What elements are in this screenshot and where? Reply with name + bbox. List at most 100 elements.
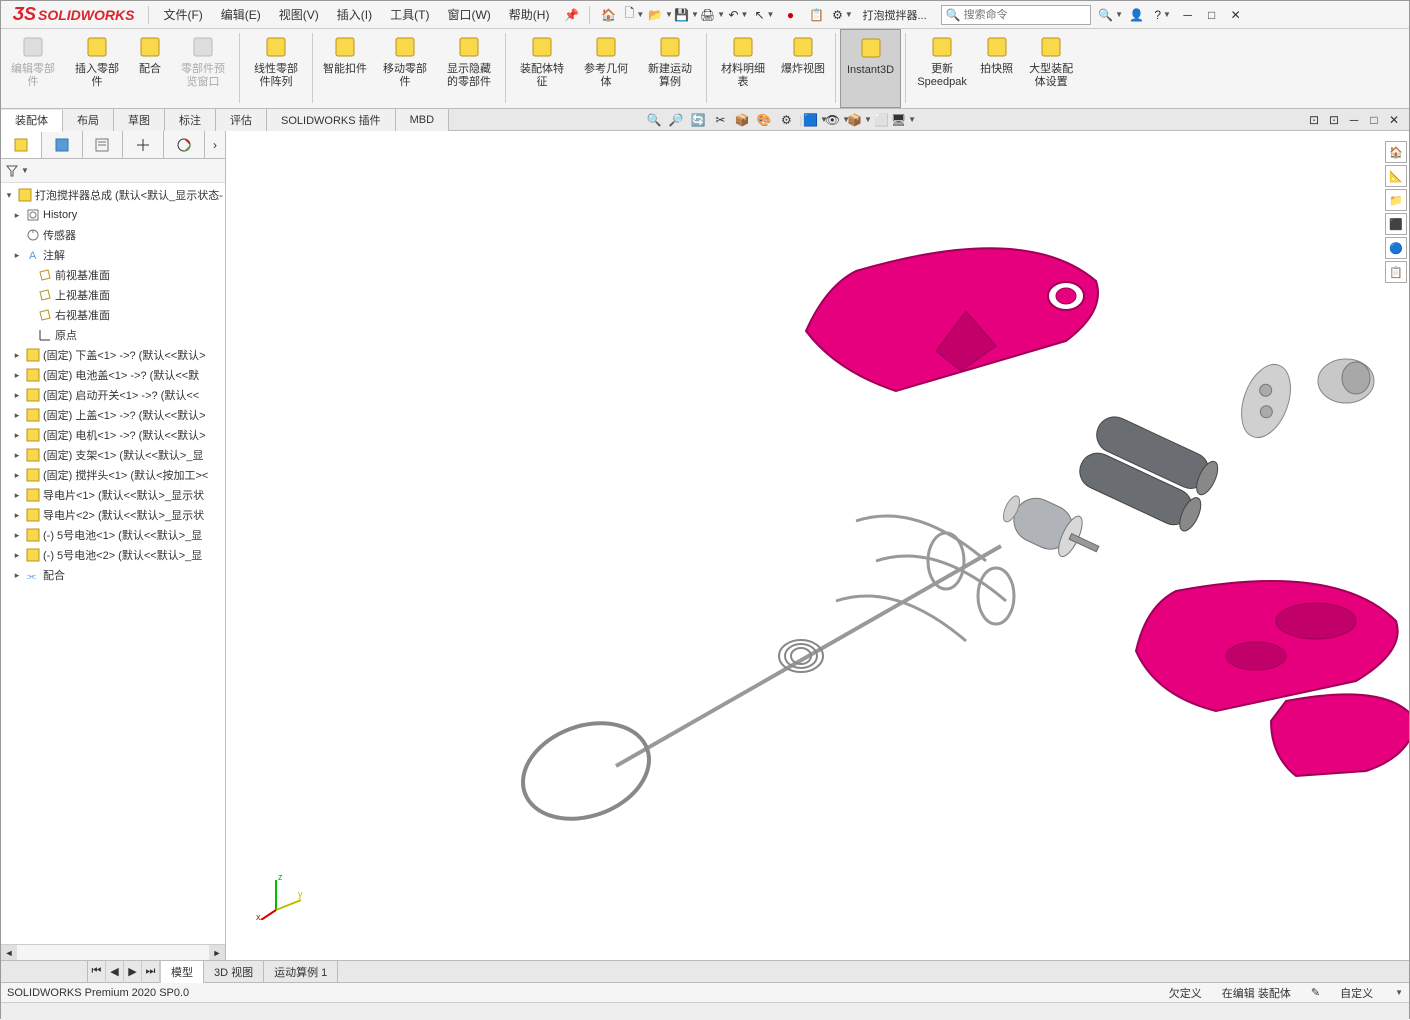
appearance-icon[interactable]: 📦▼ bbox=[850, 111, 868, 129]
tree-item-12[interactable]: ▸(固定) 支架<1> (默认<<默认>_显 bbox=[1, 445, 225, 465]
tree-item-18[interactable]: ▸⫘配合 bbox=[1, 565, 225, 585]
ribbon-14[interactable]: 更新Speedpak bbox=[910, 29, 974, 108]
ribbon-6[interactable]: 移动零部件 bbox=[373, 29, 437, 108]
panel-min-icon[interactable]: ─ bbox=[1345, 111, 1363, 129]
print-icon[interactable]: 🖨▼ bbox=[702, 5, 722, 25]
tree-item-4[interactable]: 上视基准面 bbox=[1, 285, 225, 305]
status-rebuild-icon[interactable]: ✎ bbox=[1311, 986, 1320, 999]
ribbon-10[interactable]: 新建运动算例 bbox=[638, 29, 702, 108]
maximize-button[interactable]: □ bbox=[1201, 6, 1223, 24]
section-icon[interactable]: ✂ bbox=[711, 111, 729, 129]
ribbon-1[interactable]: 插入零部件 bbox=[65, 29, 129, 108]
tree-item-1[interactable]: 传感器 bbox=[1, 225, 225, 245]
view-cube-icon[interactable]: 🟦▼ bbox=[806, 111, 824, 129]
model-viewport[interactable]: 🏠 📐 📁 ⬛ 🔵 📋 bbox=[226, 131, 1409, 960]
tree-item-14[interactable]: ▸导电片<1> (默认<<默认>_显示状 bbox=[1, 485, 225, 505]
undo-icon[interactable]: ↶▼ bbox=[728, 5, 748, 25]
save-icon[interactable]: 💾▼ bbox=[676, 5, 696, 25]
view-settings-icon[interactable]: ⚙ bbox=[777, 111, 795, 129]
panel-close-icon[interactable]: ✕ bbox=[1385, 111, 1403, 129]
ribbon-5[interactable]: 智能扣件 bbox=[317, 29, 373, 108]
ribbon-15[interactable]: 拍快照 bbox=[974, 29, 1019, 108]
command-search[interactable]: 🔍 bbox=[941, 5, 1091, 25]
ribbon-7[interactable]: 显示隐藏的零部件 bbox=[437, 29, 501, 108]
sidebar-scrollbar[interactable]: ◄ ► bbox=[1, 944, 225, 960]
tab-1[interactable]: 布局 bbox=[63, 109, 114, 131]
tree-root[interactable]: ▾打泡搅拌器总成 (默认<默认_显示状态- bbox=[1, 185, 225, 205]
pin-icon[interactable]: 📌 bbox=[561, 5, 581, 25]
ribbon-16[interactable]: 大型装配体设置 bbox=[1019, 29, 1083, 108]
taskpane-home-icon[interactable]: 🏠 bbox=[1385, 141, 1407, 163]
last-tab-icon[interactable]: ⏭ bbox=[142, 961, 160, 983]
menu-insert[interactable]: 插入(I) bbox=[329, 2, 380, 27]
hide-show-icon[interactable]: 👁▼ bbox=[828, 111, 846, 129]
view-orient-icon[interactable]: 🔄 bbox=[689, 111, 707, 129]
ribbon-11[interactable]: 材料明细表 bbox=[711, 29, 775, 108]
tree-item-9[interactable]: ▸(固定) 启动开关<1> ->? (默认<< bbox=[1, 385, 225, 405]
tab-2[interactable]: 草图 bbox=[114, 109, 165, 131]
config-tab[interactable] bbox=[83, 131, 124, 158]
ribbon-2[interactable]: 配合 bbox=[129, 29, 171, 108]
view-triad[interactable]: z y x bbox=[256, 870, 306, 920]
taskpane-file-icon[interactable]: 📁 bbox=[1385, 189, 1407, 211]
viewport-icon[interactable]: ⬜ bbox=[872, 111, 890, 129]
open-icon[interactable]: 📂▼ bbox=[650, 5, 670, 25]
tree-item-15[interactable]: ▸导电片<2> (默认<<默认>_显示状 bbox=[1, 505, 225, 525]
menu-view[interactable]: 视图(V) bbox=[271, 2, 327, 27]
tree-filter[interactable]: ▼ bbox=[1, 159, 225, 183]
close-button[interactable]: ✕ bbox=[1225, 6, 1247, 24]
ribbon-13[interactable]: Instant3D bbox=[840, 29, 901, 108]
chevron-down-icon[interactable]: ▼ bbox=[1395, 988, 1403, 997]
user-icon[interactable]: 👤 bbox=[1127, 5, 1147, 25]
tree-item-6[interactable]: 原点 bbox=[1, 325, 225, 345]
menu-tools[interactable]: 工具(T) bbox=[382, 2, 437, 27]
tree-item-3[interactable]: 前视基准面 bbox=[1, 265, 225, 285]
tree-item-17[interactable]: ▸(-) 5号电池<2> (默认<<默认>_显 bbox=[1, 545, 225, 565]
scene-icon[interactable]: 🎨 bbox=[755, 111, 773, 129]
first-tab-icon[interactable]: ⏮ bbox=[88, 961, 106, 983]
next-icon[interactable]: ⊡ bbox=[1325, 111, 1343, 129]
bottom-tab-2[interactable]: 运动算例 1 bbox=[264, 961, 338, 983]
menu-window[interactable]: 窗口(W) bbox=[439, 2, 498, 27]
dim-tab[interactable] bbox=[123, 131, 164, 158]
property-tab[interactable] bbox=[42, 131, 83, 158]
search-input[interactable] bbox=[964, 9, 1086, 21]
tree-item-16[interactable]: ▸(-) 5号电池<1> (默认<<默认>_显 bbox=[1, 525, 225, 545]
home-icon[interactable]: 🏠 bbox=[598, 5, 618, 25]
new-icon[interactable]: 🗋▼ bbox=[624, 5, 644, 25]
tree-item-11[interactable]: ▸(固定) 电机<1> ->? (默认<<默认> bbox=[1, 425, 225, 445]
help-icon[interactable]: ?▼ bbox=[1153, 5, 1173, 25]
menu-help[interactable]: 帮助(H) bbox=[501, 2, 558, 27]
next-tab-icon[interactable]: ▶ bbox=[124, 961, 142, 983]
tree-item-10[interactable]: ▸(固定) 上盖<1> ->? (默认<<默认> bbox=[1, 405, 225, 425]
display-style-icon[interactable]: 📦 bbox=[733, 111, 751, 129]
zoom-fit-icon[interactable]: 🔍 bbox=[645, 111, 663, 129]
tree-item-13[interactable]: ▸(固定) 搅拌头<1> (默认<按加工>< bbox=[1, 465, 225, 485]
bottom-tab-0[interactable]: 模型 bbox=[161, 961, 204, 983]
ribbon-8[interactable]: 装配体特征 bbox=[510, 29, 574, 108]
settings-icon[interactable]: ⚙▼ bbox=[832, 5, 852, 25]
select-icon[interactable]: ↖▼ bbox=[754, 5, 774, 25]
taskpane-design-icon[interactable]: 📐 bbox=[1385, 165, 1407, 187]
options-icon[interactable]: 📋 bbox=[806, 5, 826, 25]
ribbon-12[interactable]: 爆炸视图 bbox=[775, 29, 831, 108]
tree-item-8[interactable]: ▸(固定) 电池盖<1> ->? (默认<<默 bbox=[1, 365, 225, 385]
bottom-tab-1[interactable]: 3D 视图 bbox=[204, 961, 264, 983]
tree-item-7[interactable]: ▸(固定) 下盖<1> ->? (默认<<默认> bbox=[1, 345, 225, 365]
tree-item-2[interactable]: ▸A注解 bbox=[1, 245, 225, 265]
screen-icon[interactable]: 🖥▼ bbox=[894, 111, 912, 129]
minimize-button[interactable]: ─ bbox=[1177, 6, 1199, 24]
tab-3[interactable]: 标注 bbox=[165, 109, 216, 131]
tree-item-5[interactable]: 右视基准面 bbox=[1, 305, 225, 325]
tab-0[interactable]: 装配体 bbox=[1, 110, 63, 132]
prev-icon[interactable]: ⊡ bbox=[1305, 111, 1323, 129]
ribbon-9[interactable]: 参考几何体 bbox=[574, 29, 638, 108]
scroll-left-icon[interactable]: ◄ bbox=[1, 945, 17, 960]
appearance-tab[interactable] bbox=[164, 131, 205, 158]
sidebar-expand-icon[interactable]: › bbox=[205, 131, 225, 158]
ribbon-4[interactable]: 线性零部件阵列 bbox=[244, 29, 308, 108]
zoom-area-icon[interactable]: 🔎 bbox=[667, 111, 685, 129]
panel-max-icon[interactable]: □ bbox=[1365, 111, 1383, 129]
status-custom[interactable]: 自定义 bbox=[1340, 985, 1373, 1001]
scroll-right-icon[interactable]: ► bbox=[209, 945, 225, 960]
